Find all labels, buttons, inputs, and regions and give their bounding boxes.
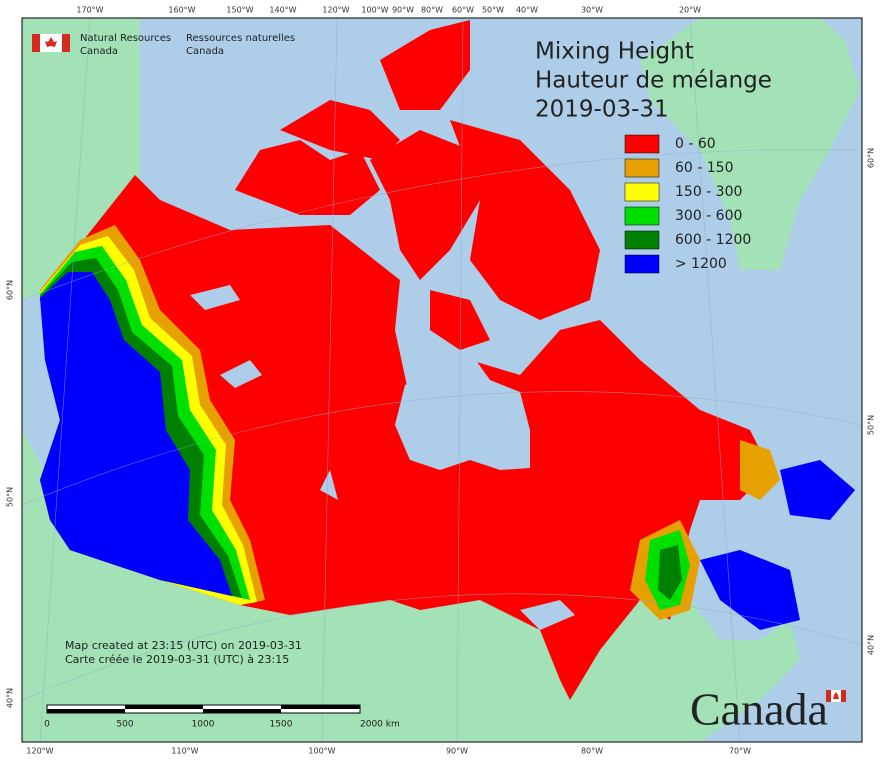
- graticule-label: 90°W: [446, 747, 468, 756]
- map-frame: [21, 17, 863, 743]
- graticule-label: 140°W: [269, 6, 296, 15]
- legend-swatch: [624, 182, 660, 202]
- org-name-en: Canada: [80, 46, 118, 57]
- map-title: 2019-03-31: [535, 97, 669, 123]
- graticule-label: 60°N: [867, 148, 876, 168]
- logo-flag: [32, 34, 70, 52]
- legend-label: 600 - 1200: [675, 232, 751, 248]
- map-title: Hauteur de mélange: [535, 68, 772, 94]
- graticule-label: 40°N: [6, 688, 15, 708]
- graticule-label: 80°W: [581, 747, 603, 756]
- graticule-label: 80°W: [421, 6, 443, 15]
- graticule-label: 50°W: [482, 6, 504, 15]
- scale-label: 1000: [192, 720, 215, 730]
- legend-label: 150 - 300: [675, 184, 742, 200]
- footnote: Map created at 23:15 (UTC) on 2019-03-31: [65, 639, 302, 652]
- graticule-label: 20°W: [679, 6, 701, 15]
- graticule-label: 150°W: [226, 6, 253, 15]
- scale-label: 2000 km: [360, 720, 400, 730]
- scale-label: 0: [44, 720, 50, 730]
- wordmark: Canada: [690, 684, 828, 735]
- scale-label: 1500: [270, 720, 293, 730]
- graticule-label: 70°W: [729, 747, 751, 756]
- graticule-label: 160°W: [168, 6, 195, 15]
- graticule-label: 120°W: [26, 747, 53, 756]
- graticule-label: 170°W: [76, 6, 103, 15]
- wordmark-flag: [826, 690, 846, 702]
- legend-swatch: [624, 206, 660, 226]
- legend-swatch: [624, 158, 660, 178]
- legend-swatch: [624, 230, 660, 250]
- graticule-label: 120°W: [322, 6, 349, 15]
- scale-label: 500: [116, 720, 133, 730]
- graticule-label: 50°N: [6, 487, 15, 507]
- legend-swatch: [624, 134, 660, 154]
- graticule-label: 100°W: [361, 6, 388, 15]
- map-title: Mixing Height: [535, 39, 694, 65]
- graticule-label: 40°W: [516, 6, 538, 15]
- org-name-en: Natural Resources: [80, 33, 171, 44]
- org-name-fr: Ressources naturelles: [186, 33, 295, 44]
- graticule-label: 110°W: [171, 747, 198, 756]
- graticule-label: 50°N: [867, 415, 876, 435]
- legend-label: 0 - 60: [675, 136, 716, 152]
- org-name-fr: Canada: [186, 46, 224, 57]
- graticule-label: 90°W: [392, 6, 414, 15]
- legend-swatch: [624, 254, 660, 274]
- legend-label: 300 - 600: [675, 208, 742, 224]
- legend-label: > 1200: [675, 256, 727, 272]
- scale-bar: [46, 704, 361, 714]
- graticule-label: 30°W: [581, 6, 603, 15]
- graticule-label: 40°N: [867, 635, 876, 655]
- footnote: Carte créée le 2019-03-31 (UTC) à 23:15: [65, 653, 289, 666]
- graticule-label: 60°W: [452, 6, 474, 15]
- legend-label: 60 - 150: [675, 160, 734, 176]
- graticule-label: 100°W: [308, 747, 335, 756]
- graticule-label: 60°N: [6, 280, 15, 300]
